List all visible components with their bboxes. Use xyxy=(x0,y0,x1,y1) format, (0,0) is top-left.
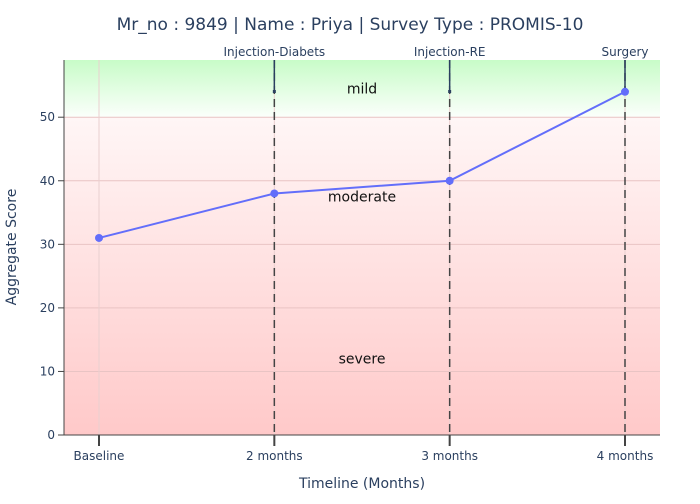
zone-band-high xyxy=(64,60,660,118)
data-point xyxy=(445,176,454,185)
y-tick-label: 30 xyxy=(40,237,55,251)
y-tick-label: 10 xyxy=(40,364,55,378)
data-point xyxy=(95,233,103,242)
zone-labels: severe moderate mild xyxy=(328,82,396,368)
zone-label: mild xyxy=(347,82,377,98)
y-tick-label: 40 xyxy=(40,174,55,188)
event-markers: Injection-Diabets Injection-RE Surgery xyxy=(223,45,648,435)
zone-label: severe xyxy=(339,352,386,368)
axes: 0 10 20 30 40 50 Baseline 2 months 3 months 4 mon… xyxy=(40,60,660,463)
chart-title: Mr_no : 9849 | Name : Priya | Survey Typ… xyxy=(117,15,584,35)
data-point xyxy=(270,189,279,198)
x-tick-label: Baseline xyxy=(74,449,125,463)
y-tick-label: 0 xyxy=(47,428,55,442)
plot-background xyxy=(64,60,660,435)
event-marker xyxy=(272,90,276,93)
event-label: Surgery xyxy=(602,45,649,59)
y-axis-title: Aggregate Score xyxy=(4,189,20,306)
event-label: Injection-RE xyxy=(414,45,486,59)
zone-band-low xyxy=(64,117,660,435)
x-tick-label: 3 months xyxy=(421,449,478,463)
series-line xyxy=(98,90,626,239)
x-tick-label: 2 months xyxy=(246,449,303,463)
event-marker xyxy=(448,90,452,93)
event-label: Injection-Diabets xyxy=(223,45,325,59)
data-point xyxy=(621,87,629,96)
x-axis-title: Timeline (Months) xyxy=(298,476,425,492)
y-tick-label: 50 xyxy=(40,110,55,124)
y-tick-label: 20 xyxy=(40,301,55,315)
series-layer xyxy=(95,87,629,242)
x-tick-label: 4 months xyxy=(597,449,654,463)
zone-label: moderate xyxy=(328,190,396,206)
